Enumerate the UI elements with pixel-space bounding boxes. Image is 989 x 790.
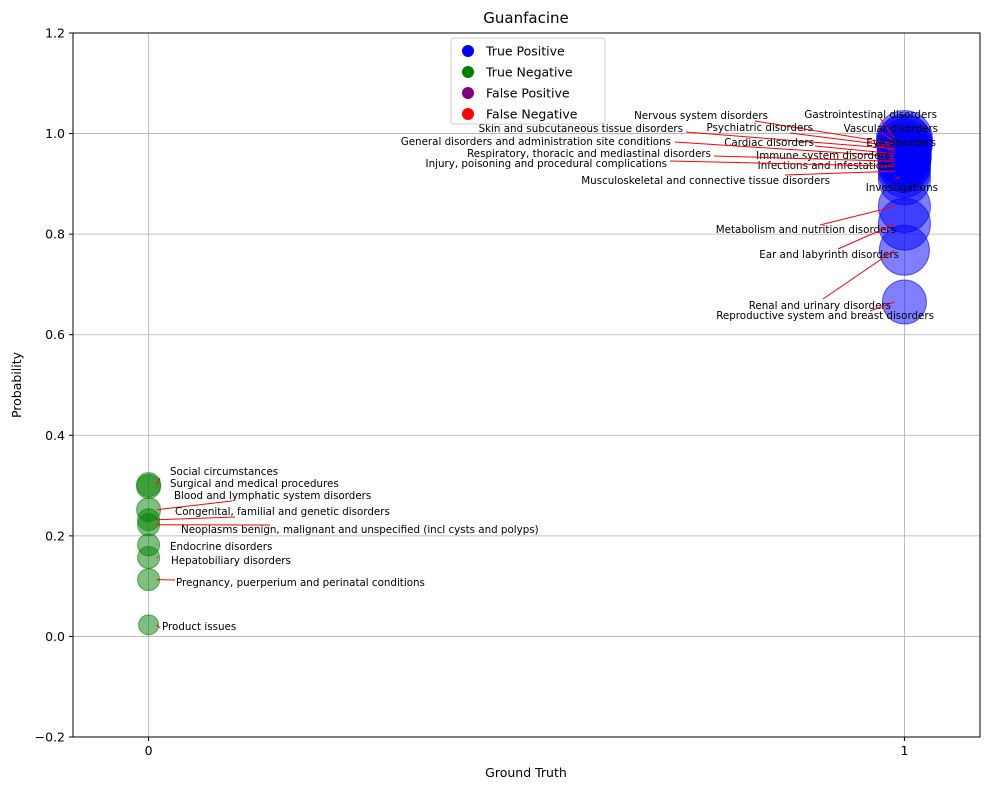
data-point (137, 545, 161, 569)
data-point (881, 279, 927, 325)
axis-ticks: −0.2 0.0 0.2 0.4 0.6 0.8 1.0 1.2 0 1 (35, 26, 909, 759)
annotation-leader-line (879, 131, 895, 142)
annotation-leader-line (822, 249, 895, 300)
chart-title: Guanfacine (483, 9, 568, 27)
annotation-leader-line (784, 170, 895, 176)
legend-marker (462, 66, 474, 78)
point-annotation: Pregnancy, puerperium and perinatal cond… (176, 577, 425, 589)
legend-marker (462, 87, 474, 99)
point-annotation: Nervous system disorders (634, 110, 768, 122)
point-annotation: Blood and lymphatic system disorders (174, 490, 371, 502)
y-tick-label: 1.0 (45, 126, 65, 141)
y-tick-label: −0.2 (35, 730, 65, 745)
point-annotation: Vascular disorders (844, 123, 938, 135)
point-annotation: Metabolism and nutrition disorders (716, 224, 896, 236)
y-tick-label: 1.2 (45, 26, 65, 41)
legend-label: True Positive (485, 44, 565, 59)
data-points (136, 110, 933, 636)
point-annotation: Investigations (866, 182, 938, 194)
point-annotation: Social circumstances (170, 466, 278, 478)
annotation-leader-line (814, 145, 895, 155)
point-annotation: Surgical and medical procedures (170, 478, 339, 490)
annotation-leader-line (869, 301, 895, 312)
point-annotation: Neoplasms benign, malignant and unspecif… (181, 524, 539, 536)
legend-marker (462, 108, 474, 120)
annotation-leader-line (156, 516, 236, 521)
point-annotation: Hepatobiliary disorders (171, 555, 291, 567)
annotations: Gastrointestinal disorders Vascular disor… (156, 109, 938, 633)
annotation-leader-line (674, 141, 895, 157)
point-annotation: Psychiatric disorders (707, 122, 814, 134)
point-annotation: Respiratory, thoracic and mediastinal di… (467, 148, 711, 160)
point-annotation: Cardiac disorders (724, 137, 814, 149)
point-annotation: Immune system disorders (756, 150, 890, 162)
y-tick-label: 0.2 (45, 528, 65, 543)
data-point (137, 513, 161, 537)
point-annotation: Reproductive system and breast disorders (716, 310, 934, 322)
point-annotation: Product issues (162, 621, 236, 633)
annotation-leader-line (879, 145, 895, 152)
point-annotation: Gastrointestinal disorders (804, 109, 937, 121)
annotation-leader-line (879, 157, 895, 160)
point-annotation: Infections and infestations (758, 160, 894, 172)
annotation-leader-line (156, 477, 161, 485)
legend-label: True Negative (485, 65, 573, 80)
data-point (138, 614, 160, 636)
point-annotation: Congenital, familial and genetic disorde… (175, 506, 390, 518)
x-axis-label: Ground Truth (485, 765, 567, 780)
annotation-leader-line (156, 500, 233, 511)
annotation-leader-line (156, 624, 161, 629)
data-point (137, 568, 161, 592)
legend: True Positive True Negative False Positive… (450, 37, 606, 125)
point-annotation: Skin and subcutaneous tissue disorders (479, 123, 683, 135)
y-tick-label: 0.4 (45, 428, 65, 443)
data-point (878, 224, 930, 276)
annotation-leader-line (669, 160, 895, 167)
annotation-leader-line (819, 206, 895, 226)
annotation-leader-line (894, 176, 901, 180)
point-annotation: General disorders and administration sit… (401, 136, 671, 148)
point-annotation: Endocrine disorders (170, 541, 272, 553)
point-annotation: Musculoskeletal and connective tissue di… (581, 175, 830, 187)
legend-label: False Negative (486, 107, 578, 122)
annotation-leader-line (754, 120, 895, 145)
annotation-leader-line (879, 117, 895, 139)
legend-marker (462, 45, 474, 57)
plot-frame (72, 32, 981, 738)
annotation-leader-line (713, 155, 895, 162)
x-tick-label: 0 (145, 743, 153, 758)
annotation-leader-line (837, 223, 895, 250)
point-annotation: Renal and urinary disorders (749, 300, 891, 312)
legend-box (450, 37, 606, 125)
point-annotation: Ear and labyrinth disorders (759, 249, 899, 261)
legend-label: False Positive (486, 86, 570, 101)
annotation-leader-line (789, 132, 895, 147)
y-axis-label: Probability (9, 351, 24, 418)
y-tick-label: 0.0 (45, 629, 65, 644)
point-annotation: Eye disorders (866, 137, 936, 149)
y-tick-label: 0.6 (45, 327, 65, 342)
y-tick-label: 0.8 (45, 227, 65, 242)
annotation-leader-line (685, 131, 895, 150)
point-annotation: Injury, poisoning and procedural complic… (426, 158, 667, 170)
x-tick-label: 1 (900, 743, 908, 758)
